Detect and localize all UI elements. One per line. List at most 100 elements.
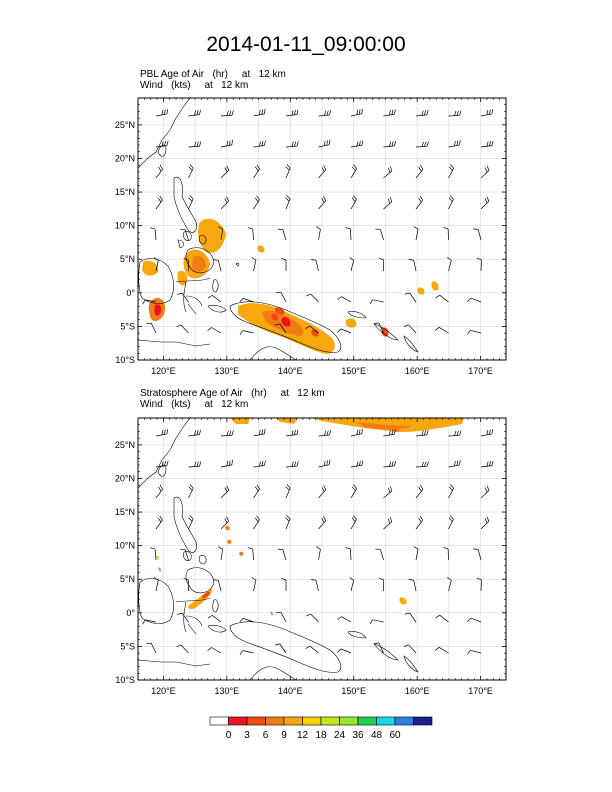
pbl-wind-barb <box>369 299 384 305</box>
pbl-wind-barb <box>337 296 352 303</box>
strat-lat-label: 20°N <box>115 473 135 483</box>
pbl-wind-barb <box>180 228 189 241</box>
pbl-wind-barb <box>142 299 157 305</box>
pbl-lat-label: 10°N <box>115 221 135 231</box>
strat-wind-barb <box>448 460 461 468</box>
strat-wind-label: Wind (kts) at 12 km <box>140 399 249 410</box>
strat-wind-barb <box>213 579 222 592</box>
strat-lat-label: 5°N <box>120 574 135 584</box>
pbl-lon-label: 170°E <box>468 366 493 376</box>
strat-wind-barb <box>188 461 202 468</box>
pbl-wind-barb <box>213 259 222 272</box>
strat-wind-barb <box>383 486 393 499</box>
strat-lat-label: 25°N <box>115 440 135 450</box>
pbl-wind-barb <box>345 227 352 241</box>
strat-wind-barb <box>285 515 291 530</box>
pbl-wind-barb <box>448 110 462 117</box>
pbl-wind-barb <box>315 226 321 241</box>
pbl-wind-barb <box>434 327 449 334</box>
strat-wind-barb <box>253 515 260 530</box>
pbl-wind-barb <box>350 164 357 179</box>
strat-wind-barb <box>253 484 260 499</box>
strat-wind-barb <box>188 515 194 530</box>
colorbar-swatch <box>246 716 266 726</box>
pbl-wind-barb <box>220 165 230 179</box>
strat-wind-barb <box>239 650 254 655</box>
pbl-wind-barb <box>281 257 287 271</box>
pbl-lat-label: 15°N <box>115 187 135 197</box>
strat-wind-barb <box>476 577 482 592</box>
colorbar-swatch <box>394 716 414 726</box>
strat-wind-barb <box>404 612 417 623</box>
strat-wind-barb <box>146 642 157 654</box>
strat-lat-label: 10°N <box>115 541 135 551</box>
colorbar-label: 12 <box>297 730 309 741</box>
pbl-wind-barb <box>415 109 429 117</box>
pbl-wind-barb <box>350 195 357 210</box>
strat-wind-barb <box>285 484 291 499</box>
strat-wind-barb <box>318 516 327 530</box>
strat-wind-barb <box>207 615 222 623</box>
pbl-wind-barb <box>155 195 163 210</box>
colorbar: 0 3 6 9 12 18 24 36 48 60 <box>209 716 433 741</box>
pbl-panel-subtitle: PBL Age of Air (hr) at 12 km Wind (kts) … <box>140 69 286 91</box>
strat-wind-barb <box>220 516 229 530</box>
colorbar-swatch <box>376 716 396 726</box>
strat-wind-barb <box>383 460 397 468</box>
pbl-wind-barb <box>275 291 287 303</box>
pbl-wind-barb <box>473 228 482 241</box>
figure-title: 2014-01-11_09:00:00 <box>206 33 406 56</box>
strat-wind-barb <box>277 548 287 561</box>
strat-wind-barb <box>188 429 201 437</box>
strat-wind-barb <box>318 459 331 468</box>
strat-panel-subtitle: Stratosphere Age of Air (hr) at 12 km Wi… <box>140 388 325 410</box>
strat-wind-barb <box>155 484 163 499</box>
strat-wind-barb <box>155 460 169 468</box>
strat-wind-barb <box>153 577 159 592</box>
pbl-wind-barb <box>467 329 482 335</box>
strat-wind-barb <box>318 430 332 437</box>
pbl-lon-label: 150°E <box>341 366 366 376</box>
pbl-wind-barb <box>155 164 163 179</box>
pbl-wind-barb <box>251 257 257 272</box>
strat-wind-barb <box>403 644 417 654</box>
pbl-wind-barb <box>220 139 233 148</box>
strat-wind-barb <box>142 619 157 625</box>
pbl-wind-barb <box>480 196 490 210</box>
strat-wind-barb <box>350 484 357 499</box>
strat-wind-barb <box>447 577 452 592</box>
pbl-lat-label: 0° <box>126 288 135 298</box>
pbl-lon-label: 140°E <box>278 366 303 376</box>
pbl-wind-barb <box>305 325 319 334</box>
colorbar-swatch <box>302 716 322 726</box>
pbl-wind-barb <box>467 297 482 303</box>
strat-wind-barb <box>150 547 157 561</box>
strat-map-panel: 25°N 20°N 15°N 10°N 5°N 0° 5°S 10°S 120°E 130°E 14… <box>115 417 507 696</box>
pbl-wind-barb <box>239 297 254 303</box>
strat-wind-barb <box>350 428 363 437</box>
pbl-lon-label: 130°E <box>215 366 240 376</box>
strat-lat-label: 15°N <box>115 507 135 517</box>
strat-lon-label: 150°E <box>341 686 366 696</box>
colorbar-label: 24 <box>334 730 346 741</box>
strat-wind-barb <box>413 546 419 561</box>
strat-wind-barb <box>155 429 169 437</box>
pbl-coastlines <box>138 98 419 360</box>
strat-wind-barb <box>306 613 319 623</box>
strat-wind-barb <box>480 516 490 530</box>
pbl-wind-barb <box>415 141 429 148</box>
strat-wind-barb <box>275 611 287 623</box>
strat-wind-barb <box>220 459 233 468</box>
colorbar-label: 48 <box>371 730 383 741</box>
pbl-lon-label: 160°E <box>405 366 430 376</box>
strat-wind-barb <box>467 617 482 623</box>
strat-wind-barb <box>378 577 385 592</box>
pbl-wind-barb <box>383 196 393 210</box>
strat-lat-label: 5°S <box>120 641 135 651</box>
pbl-wind-barb <box>480 109 494 117</box>
pbl-wind-barb <box>155 140 169 148</box>
pbl-map-panel: 25°N 20°N 15°N 10°N 5°N 0° 5°S 10°S 120°E 130°E 14… <box>115 97 507 376</box>
pbl-wind-barb <box>318 139 331 148</box>
strat-wind-barb <box>207 647 222 654</box>
strat-wind-barb <box>180 548 189 561</box>
